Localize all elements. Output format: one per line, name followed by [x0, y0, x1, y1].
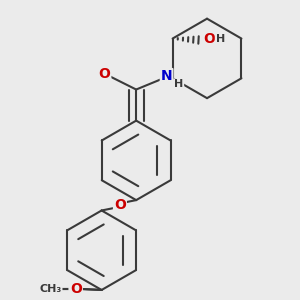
Text: H: H [216, 34, 225, 44]
Text: O: O [114, 198, 126, 212]
Text: O: O [70, 282, 82, 296]
Text: H: H [174, 79, 183, 89]
Text: N: N [161, 69, 172, 83]
Text: O: O [70, 282, 82, 296]
Text: CH₃: CH₃ [39, 284, 62, 294]
Text: O: O [203, 32, 215, 46]
Text: O: O [98, 67, 110, 81]
Polygon shape [165, 73, 172, 82]
